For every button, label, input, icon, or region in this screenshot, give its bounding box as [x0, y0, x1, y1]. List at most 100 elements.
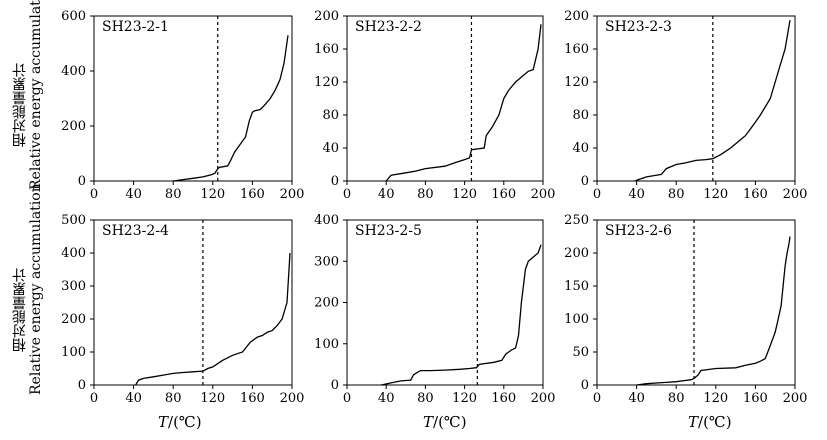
- y-axis-label-top: 相对能量累计 Relative energy accumulation: [12, 0, 44, 190]
- y-tick-label: 150: [564, 279, 589, 294]
- y-tick-label: 100: [564, 312, 589, 327]
- chart-panel-2: 0 40 80 120 160 200 0 40 80 120 160 200 SH23-2-2: [314, 9, 555, 202]
- energy-curve: [636, 236, 791, 386]
- y-tick-label: 300: [61, 279, 86, 294]
- y-tick-label: 0: [581, 378, 589, 393]
- y-tick-label: 250: [564, 213, 589, 228]
- y-tick-label: 400: [61, 64, 86, 79]
- x-tick-label: 80: [165, 391, 182, 406]
- x-axis-label-unit: /(℃): [698, 413, 732, 431]
- y-tick-label: 0: [581, 174, 589, 189]
- x-tick-label: 80: [417, 187, 434, 202]
- x-tick-label: 80: [165, 187, 182, 202]
- x-axis-label-unit: /(℃): [433, 413, 467, 431]
- x-tick-label: 40: [628, 391, 645, 406]
- y-tick-label: 40: [322, 141, 339, 156]
- panel-label: SH23-2-4: [102, 223, 169, 239]
- x-axis-label: T/(℃): [688, 413, 732, 431]
- x-tick-label: 0: [343, 187, 351, 202]
- y-axis-label-cn: 相对能量累计: [12, 268, 28, 352]
- x-tick-label: 200: [783, 391, 808, 406]
- chart-panel-3: 0 40 80 120 160 200 0 40 80 120 160 200 SH23-2-3: [564, 9, 807, 202]
- y-tick-label: 200: [61, 312, 86, 327]
- x-tick-label: 120: [200, 391, 225, 406]
- x-axis-label-var: T: [423, 413, 434, 431]
- panel-label: SH23-2-5: [355, 223, 422, 239]
- x-tick-label: 200: [783, 187, 808, 202]
- x-tick-label: 40: [125, 391, 142, 406]
- energy-curve: [173, 35, 289, 182]
- y-tick-label: 80: [572, 108, 589, 123]
- energy-curve: [381, 244, 542, 386]
- x-tick-label: 160: [240, 187, 265, 202]
- x-tick-label: 0: [343, 391, 351, 406]
- x-tick-label: 160: [743, 187, 768, 202]
- y-tick-label: 500: [61, 213, 86, 228]
- x-tick-label: 120: [703, 391, 728, 406]
- x-axis-label-unit: /(℃): [168, 413, 202, 431]
- y-axis-label-en: Relative energy accumulation: [28, 0, 44, 190]
- y-tick-label: 0: [78, 174, 86, 189]
- y-tick-label: 0: [331, 174, 339, 189]
- y-tick-label: 200: [564, 246, 589, 261]
- y-tick-label: 160: [314, 42, 339, 57]
- y-axis-label-cn: 相对能量累计: [12, 63, 28, 147]
- energy-curve: [135, 252, 291, 386]
- x-tick-label: 200: [531, 187, 556, 202]
- y-tick-label: 120: [314, 75, 339, 90]
- x-axis-label: T/(℃): [158, 413, 202, 431]
- x-tick-label: 0: [593, 391, 601, 406]
- y-tick-label: 0: [78, 378, 86, 393]
- plot-frame: [346, 219, 544, 386]
- y-tick-label: 200: [564, 9, 589, 24]
- y-tick-label: 160: [564, 42, 589, 57]
- x-tick-label: 200: [280, 391, 305, 406]
- x-axis-label-var: T: [158, 413, 169, 431]
- x-axis-label: T/(℃): [423, 413, 467, 431]
- plot-frame: [346, 15, 544, 182]
- chart-panel-4: 0 40 80 120 160 200 0 100 200 300 400 500 SH23-2-4: [61, 213, 304, 406]
- x-tick-label: 80: [417, 391, 434, 406]
- x-tick-label: 0: [90, 187, 98, 202]
- x-tick-label: 160: [491, 391, 516, 406]
- chart-panel-5: 0 40 80 120 160 200 0 100 200 300 400 SH23-2-5: [314, 213, 555, 406]
- y-tick-label: 200: [314, 296, 339, 311]
- y-tick-label: 400: [314, 213, 339, 228]
- x-tick-label: 200: [531, 391, 556, 406]
- y-tick-label: 80: [322, 108, 339, 123]
- y-tick-label: 40: [572, 141, 589, 156]
- x-tick-label: 0: [593, 187, 601, 202]
- y-axis-label-bottom: 相对能量累计 Relative energy accumulation: [12, 183, 44, 395]
- x-tick-label: 160: [491, 187, 516, 202]
- x-tick-label: 160: [743, 391, 768, 406]
- energy-curve: [634, 19, 791, 182]
- x-tick-label: 120: [452, 391, 477, 406]
- y-tick-label: 50: [572, 345, 589, 360]
- plot-frame: [596, 219, 796, 386]
- y-tick-label: 600: [61, 9, 86, 24]
- x-tick-label: 120: [703, 187, 728, 202]
- chart-panel-6: 0 40 80 120 160 200 0 50 100 150 200 250 SH23-2-6: [564, 213, 807, 406]
- energy-curve: [385, 24, 542, 182]
- x-tick-label: 0: [90, 391, 98, 406]
- x-tick-label: 40: [628, 187, 645, 202]
- y-tick-label: 120: [564, 75, 589, 90]
- x-tick-label: 200: [280, 187, 305, 202]
- y-tick-label: 200: [314, 9, 339, 24]
- x-tick-label: 40: [378, 187, 395, 202]
- y-tick-label: 200: [61, 119, 86, 134]
- panel-label: SH23-2-6: [605, 223, 672, 239]
- panel-label: SH23-2-1: [102, 19, 169, 35]
- panel-label: SH23-2-2: [355, 19, 422, 35]
- plot-frame: [596, 15, 796, 182]
- chart-panel-1: 0 40 80 120 160 200 0 200 400 600 SH23-2-1: [61, 9, 304, 202]
- plot-frame: [93, 15, 293, 182]
- panel-label: SH23-2-3: [605, 19, 672, 35]
- x-tick-label: 40: [125, 187, 142, 202]
- x-tick-label: 80: [668, 391, 685, 406]
- x-tick-label: 120: [200, 187, 225, 202]
- x-tick-label: 120: [452, 187, 477, 202]
- y-tick-label: 100: [314, 337, 339, 352]
- x-tick-label: 160: [240, 391, 265, 406]
